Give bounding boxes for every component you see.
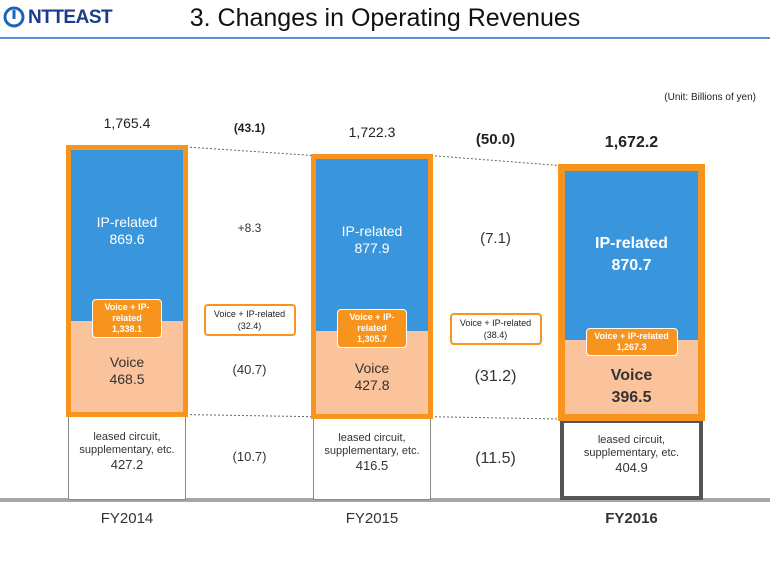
connector <box>430 155 561 167</box>
segment-label: IP-related 870.7 <box>560 233 703 277</box>
label: 427.8 <box>354 376 390 393</box>
bar-segment <box>560 165 703 340</box>
bar-segment <box>313 155 431 332</box>
bar-segment <box>68 146 186 321</box>
logo: NTTEAST <box>28 7 113 28</box>
label: Voice + IP-related <box>459 318 532 329</box>
connector <box>185 146 314 157</box>
combined-box: Voice + IP-related 1,267.3 <box>585 327 678 356</box>
label: 1,305.7 <box>356 334 388 345</box>
total-change: (50.0) <box>475 130 516 148</box>
combined-change-box: Voice + IP-related (32.4) <box>203 304 296 336</box>
label: leased circuit, supplementary, etc. <box>324 432 420 458</box>
label: 404.9 <box>615 459 648 475</box>
total-label: 1,722.3 <box>348 123 396 140</box>
label: 416.5 <box>355 458 389 474</box>
logo-icon <box>3 6 25 28</box>
label: 427.2 <box>110 457 144 473</box>
x-tick-label: FY2016 <box>605 510 658 527</box>
label: (32.4) <box>237 321 262 331</box>
change-label: (7.1) <box>480 230 511 247</box>
label: Voice + IP-related <box>213 309 286 319</box>
label: IP-related <box>341 223 403 240</box>
combined-outline <box>66 144 188 417</box>
change-label: +8.3 <box>237 220 262 235</box>
bar-segment <box>68 414 186 500</box>
title: 3. Changes in Operating Revenues <box>189 4 581 32</box>
label: Voice + IP-related <box>349 312 395 334</box>
label: Voice + IP-related <box>594 330 669 341</box>
label: 869.6 <box>109 230 145 247</box>
combined-outline <box>558 163 705 421</box>
label: 1,267.3 <box>616 341 647 352</box>
segment-label: Voice 427.8 <box>313 360 431 394</box>
x-tick-label: FY2014 <box>100 510 154 527</box>
unit: (Unit: Billions of yen) <box>664 92 756 103</box>
total-label: 1,765.4 <box>103 114 151 131</box>
label: (38.4) <box>483 330 508 341</box>
label: 468.5 <box>109 370 145 387</box>
bar-segment <box>560 419 703 500</box>
combined-box: Voice + IP-related 1,338.1 <box>92 298 162 338</box>
label: leased circuit, supplementary, etc. <box>583 433 680 459</box>
label: leased circuit, supplementary, etc. <box>79 431 175 457</box>
connector <box>430 416 561 420</box>
segment-label: leased circuit, supplementary, etc. 404.9 <box>570 434 693 476</box>
segment-label: Voice 396.5 <box>560 365 703 409</box>
combined-outline <box>311 153 433 419</box>
label: 877.9 <box>354 240 390 257</box>
combined-box: Voice + IP-related 1,305.7 <box>337 309 407 349</box>
label: 396.5 <box>611 389 652 407</box>
segment-label: Voice 468.5 <box>68 354 186 388</box>
change-label: (11.5) <box>475 449 516 467</box>
combined-change-box: Voice + IP-related (38.4) <box>449 313 542 346</box>
change-label: (31.2) <box>474 367 517 385</box>
connector <box>185 414 314 418</box>
label: Voice <box>354 359 390 376</box>
change-label: (40.7) <box>232 361 267 377</box>
total-label: 1,672.2 <box>604 133 659 151</box>
segment-label: leased circuit, supplementary, etc. 416.5 <box>323 432 421 474</box>
label: 1,338.1 <box>111 323 143 334</box>
change-label: (10.7) <box>232 448 267 464</box>
label: IP-related <box>595 234 668 252</box>
label: IP-related <box>96 213 158 230</box>
total-change: (43.1) <box>233 121 266 136</box>
segment-label: leased circuit, supplementary, etc. 427.2 <box>78 431 176 473</box>
segment-label: IP-related 869.6 <box>68 214 186 248</box>
x-tick-label: FY2015 <box>345 510 399 527</box>
label: Voice <box>610 367 653 385</box>
label: 870.7 <box>611 256 652 274</box>
segment-label: IP-related 877.9 <box>313 223 431 257</box>
label: Voice + IP-related <box>104 301 150 323</box>
label: Voice <box>109 353 145 370</box>
